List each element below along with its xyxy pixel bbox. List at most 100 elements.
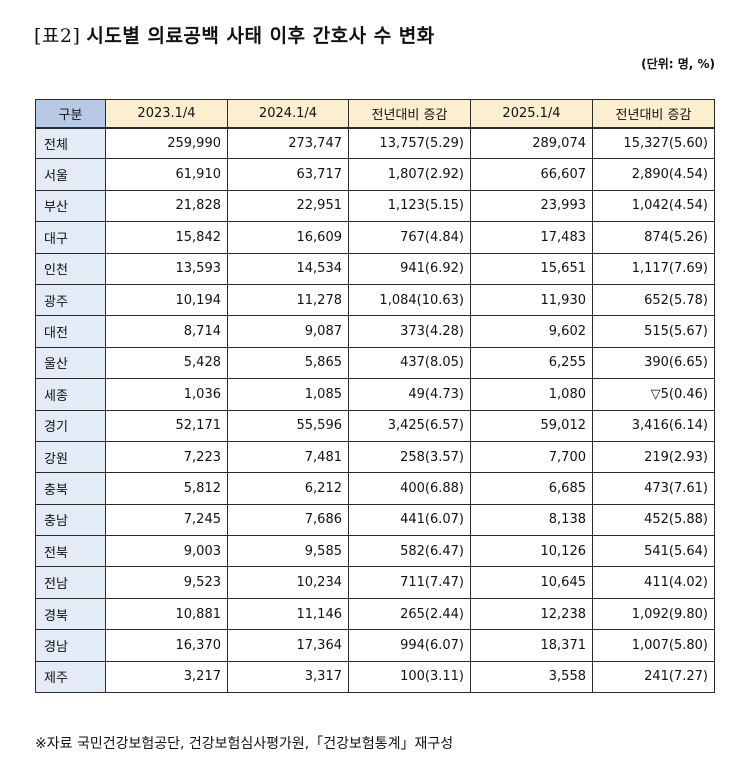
value-2024q1-cell: 6,212 [227,472,349,505]
region-cell: 인천 [35,252,106,285]
value-2023q1-cell: 21,828 [105,189,228,223]
table-row: 충북 5,812 6,212 400(6.88) 6,685 473(7.61) [35,472,715,505]
value-2023q1-cell: 5,812 [105,472,228,505]
value-2024q1-cell: 17,364 [227,629,349,662]
region-cell: 대구 [35,221,106,254]
value-2025q1-cell: 17,483 [470,221,593,254]
table-header-row: 구분 2023.1/4 2024.1/4 전년대비 증감 2025.1/4 전년… [35,99,715,128]
change-2025-cell: 2,890(4.54) [592,158,715,191]
region-cell: 충남 [35,503,106,537]
table-row: 광주 10,194 11,278 1,084(10.63) 11,930 652(5.78… [35,283,715,317]
region-cell: 전북 [35,535,106,568]
value-2025q1-cell: 6,685 [470,472,593,505]
change-2024-cell: 100(3.11) [348,660,471,694]
value-2024q1-cell: 16,609 [227,221,349,254]
region-cell: 경남 [35,629,106,662]
title-text: 시도별 의료공백 사태 이후 간호사 수 변화 [86,25,435,47]
change-2024-cell: 1,123(5.15) [348,189,471,223]
table-row: 경기 52,171 55,596 3,425(6.57) 59,012 3,416(6.1… [35,409,715,442]
value-2024q1-cell: 9,087 [227,315,349,348]
value-2025q1-cell: 23,993 [470,189,593,223]
region-cell: 부산 [35,189,106,223]
change-2024-cell: 994(6.07) [348,629,471,662]
change-2024-cell: 437(8.05) [348,346,471,380]
value-2025q1-cell: 66,607 [470,158,593,191]
region-cell: 광주 [35,283,106,317]
change-2024-cell: 767(4.84) [348,221,471,254]
change-2025-cell: 219(2.93) [592,440,715,474]
value-2025q1-cell: 12,238 [470,597,593,631]
header-change-2024: 전년대비 증감 [348,99,471,128]
unit-note: (단위: 명, %) [641,57,715,71]
value-2023q1-cell: 15,842 [105,221,228,254]
value-2025q1-cell: 3,558 [470,660,593,694]
nurse-count-table: 구분 2023.1/4 2024.1/4 전년대비 증감 2025.1/4 전년… [35,99,715,694]
table-row: 제주 3,217 3,317 100(3.11) 3,558 241(7.27) [35,660,715,694]
value-2023q1-cell: 13,593 [105,252,228,285]
value-2024q1-cell: 10,234 [227,566,349,599]
value-2023q1-cell: 61,910 [105,158,228,191]
region-cell: 강원 [35,440,106,474]
change-2024-cell: 13,757(5.29) [348,126,471,160]
change-2024-cell: 582(6.47) [348,535,471,568]
header-2025q1: 2025.1/4 [470,99,593,128]
value-2025q1-cell: 8,138 [470,503,593,537]
value-2024q1-cell: 5,865 [227,346,349,380]
value-2023q1-cell: 3,217 [105,660,228,694]
change-2025-cell: ▽5(0.46) [592,378,715,411]
document-title: [표2] 시도별 의료공백 사태 이후 간호사 수 변화 [34,21,435,48]
change-2025-cell: 1,042(4.54) [592,189,715,223]
change-2025-cell: 3,416(6.14) [592,409,715,442]
change-2025-cell: 1,007(5.80) [592,629,715,662]
change-2024-cell: 373(4.28) [348,315,471,348]
table-row: 충남 7,245 7,686 441(6.07) 8,138 452(5.88) [35,503,715,537]
value-2024q1-cell: 1,085 [227,378,349,411]
value-2024q1-cell: 22,951 [227,189,349,223]
value-2024q1-cell: 11,278 [227,283,349,317]
value-2025q1-cell: 1,080 [470,378,593,411]
region-cell: 세종 [35,378,106,411]
table-row: 울산 5,428 5,865 437(8.05) 6,255 390(6.65) [35,346,715,380]
change-2025-cell: 411(4.02) [592,566,715,599]
table-row: 전남 9,523 10,234 711(7.47) 10,645 411(4.02) [35,566,715,599]
value-2023q1-cell: 5,428 [105,346,228,380]
value-2024q1-cell: 273,747 [227,126,349,160]
value-2025q1-cell: 10,126 [470,535,593,568]
value-2023q1-cell: 10,881 [105,597,228,631]
value-2025q1-cell: 18,371 [470,629,593,662]
change-2024-cell: 400(6.88) [348,472,471,505]
change-2025-cell: 473(7.61) [592,472,715,505]
region-cell: 전남 [35,566,106,599]
value-2023q1-cell: 9,003 [105,535,228,568]
value-2024q1-cell: 11,146 [227,597,349,631]
value-2023q1-cell: 16,370 [105,629,228,662]
change-2024-cell: 3,425(6.57) [348,409,471,442]
value-2023q1-cell: 259,990 [105,126,228,160]
value-2025q1-cell: 11,930 [470,283,593,317]
value-2024q1-cell: 55,596 [227,409,349,442]
table-row: 강원 7,223 7,481 258(3.57) 7,700 219(2.93) [35,440,715,474]
change-2024-cell: 711(7.47) [348,566,471,599]
value-2024q1-cell: 63,717 [227,158,349,191]
value-2024q1-cell: 7,686 [227,503,349,537]
change-2024-cell: 1,807(2.92) [348,158,471,191]
table-row: 부산 21,828 22,951 1,123(5.15) 23,993 1,042(4.5… [35,189,715,223]
value-2024q1-cell: 9,585 [227,535,349,568]
value-2023q1-cell: 7,245 [105,503,228,537]
change-2025-cell: 541(5.64) [592,535,715,568]
header-2023q1: 2023.1/4 [105,99,228,128]
table-row: 경북 10,881 11,146 265(2.44) 12,238 1,092(9.80) [35,597,715,631]
change-2024-cell: 258(3.57) [348,440,471,474]
value-2025q1-cell: 7,700 [470,440,593,474]
value-2025q1-cell: 10,645 [470,566,593,599]
header-change-2025: 전년대비 증감 [592,99,715,128]
value-2025q1-cell: 6,255 [470,346,593,380]
change-2025-cell: 1,092(9.80) [592,597,715,631]
table-row: 세종 1,036 1,085 49(4.73) 1,080 ▽5(0.46) [35,378,715,411]
header-2024q1: 2024.1/4 [227,99,349,128]
table-number-tag: [표2] [34,25,81,47]
region-cell: 서울 [35,158,106,191]
change-2025-cell: 241(7.27) [592,660,715,694]
table-row: 대구 15,842 16,609 767(4.84) 17,483 874(5.26) [35,221,715,254]
change-2024-cell: 441(6.07) [348,503,471,537]
